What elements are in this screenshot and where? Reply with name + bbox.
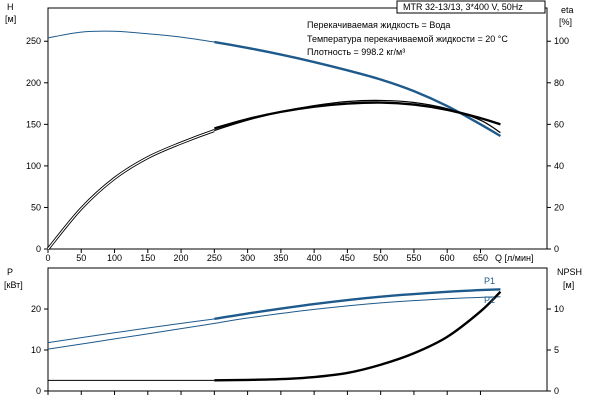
x-tick-label: 650 [473, 253, 488, 263]
left-tick-label: 50 [31, 202, 41, 212]
note-liquid: Перекачиваемая жидкость = Вода [307, 20, 450, 30]
x-tick-label: 300 [240, 253, 255, 263]
p1-curve-thick [214, 288, 501, 321]
x-tick-label: 100 [107, 253, 122, 263]
x-axis: 0 50 100 150 200 250 300 350 400 450 500 550 600 650 [45, 249, 488, 263]
chart-header: MTR 32-13/13, 3*400 V, 50Hz [403, 2, 523, 12]
x-tick-label: 450 [340, 253, 355, 263]
lower-right-axis: 0 5 10 [547, 304, 564, 396]
lower-right-axis-unit: [м] [563, 280, 574, 290]
legend-p1: P1 [484, 276, 495, 286]
x-tick-label: 500 [373, 253, 388, 263]
eta-double-curve-continuation [214, 99, 501, 134]
eta-thick-curve [214, 101, 501, 130]
x-tick-label: 0 [45, 253, 50, 263]
legend-p2: P2 [484, 295, 495, 305]
x-tick-label: 600 [440, 253, 455, 263]
right-tick-label: 0 [554, 386, 559, 396]
left-tick-label: 250 [26, 36, 41, 46]
eta-double-curve-inner [47, 129, 215, 250]
right-tick-label: 5 [554, 345, 559, 355]
right-tick-label: 20 [554, 202, 564, 212]
right-tick-label: 10 [554, 304, 564, 314]
upper-right-axis: 0 20 40 60 80 100 [547, 36, 569, 254]
x-tick-label: 550 [406, 253, 421, 263]
right-tick-label: 80 [554, 78, 564, 88]
x-tick-label: 350 [273, 253, 288, 263]
note-density: Плотность = 998.2 кг/м³ [307, 47, 405, 57]
header-box [396, 0, 546, 14]
upper-plot-frame [47, 7, 548, 250]
x-tick-label: 200 [174, 253, 189, 263]
lower-series-group [47, 288, 502, 382]
lower-panel: 0 10 20 0 5 10 P [кВт] NPSH [м] P1 P2 [4, 267, 582, 396]
lower-x-axis [47, 391, 481, 395]
left-tick-label: 0 [36, 244, 41, 254]
left-axis-unit: [м] [5, 14, 16, 24]
upper-left-axis: 0 50 100 150 200 250 [26, 36, 48, 254]
right-axis-label: eta [561, 5, 574, 15]
left-axis-label: H [7, 2, 14, 12]
h-curve-thick [214, 40, 502, 138]
eta-double-curve-outer [46, 128, 215, 250]
right-tick-label: 0 [554, 244, 559, 254]
left-tick-label: 0 [36, 386, 41, 396]
right-tick-label: 60 [554, 119, 564, 129]
x-axis-label: Q [л/мин] [495, 253, 533, 263]
x-tick-label: 150 [140, 253, 155, 263]
lower-right-axis-label: NPSH [557, 267, 582, 277]
lower-left-axis-label: P [7, 267, 13, 277]
left-tick-label: 20 [31, 304, 41, 314]
left-tick-label: 100 [26, 161, 41, 171]
upper-series-group [46, 30, 502, 250]
left-tick-label: 150 [26, 119, 41, 129]
upper-panel: 0 50 100 150 200 250 0 20 40 60 80 100 0 50 100 150 20… [5, 0, 574, 263]
lower-left-axis: 0 10 20 [31, 304, 48, 396]
right-axis-unit: [%] [559, 17, 572, 27]
h-curve-thin [47, 30, 215, 43]
right-tick-label: 100 [554, 36, 569, 46]
npsh-curve-thick [214, 290, 502, 382]
lower-left-axis-unit: [кВт] [4, 280, 23, 290]
right-tick-label: 40 [554, 161, 564, 171]
p2-curve [47, 296, 501, 350]
x-tick-label: 400 [307, 253, 322, 263]
npsh-curve-thin [48, 379, 215, 381]
lower-plot-frame [47, 267, 548, 392]
x-tick-label: 250 [207, 253, 222, 263]
p1-curve-thin [47, 318, 215, 344]
left-tick-label: 200 [26, 78, 41, 88]
note-temperature: Температура перекачиваемой жидкости = 20… [307, 34, 508, 44]
x-tick-label: 50 [76, 253, 86, 263]
left-tick-label: 10 [31, 345, 41, 355]
